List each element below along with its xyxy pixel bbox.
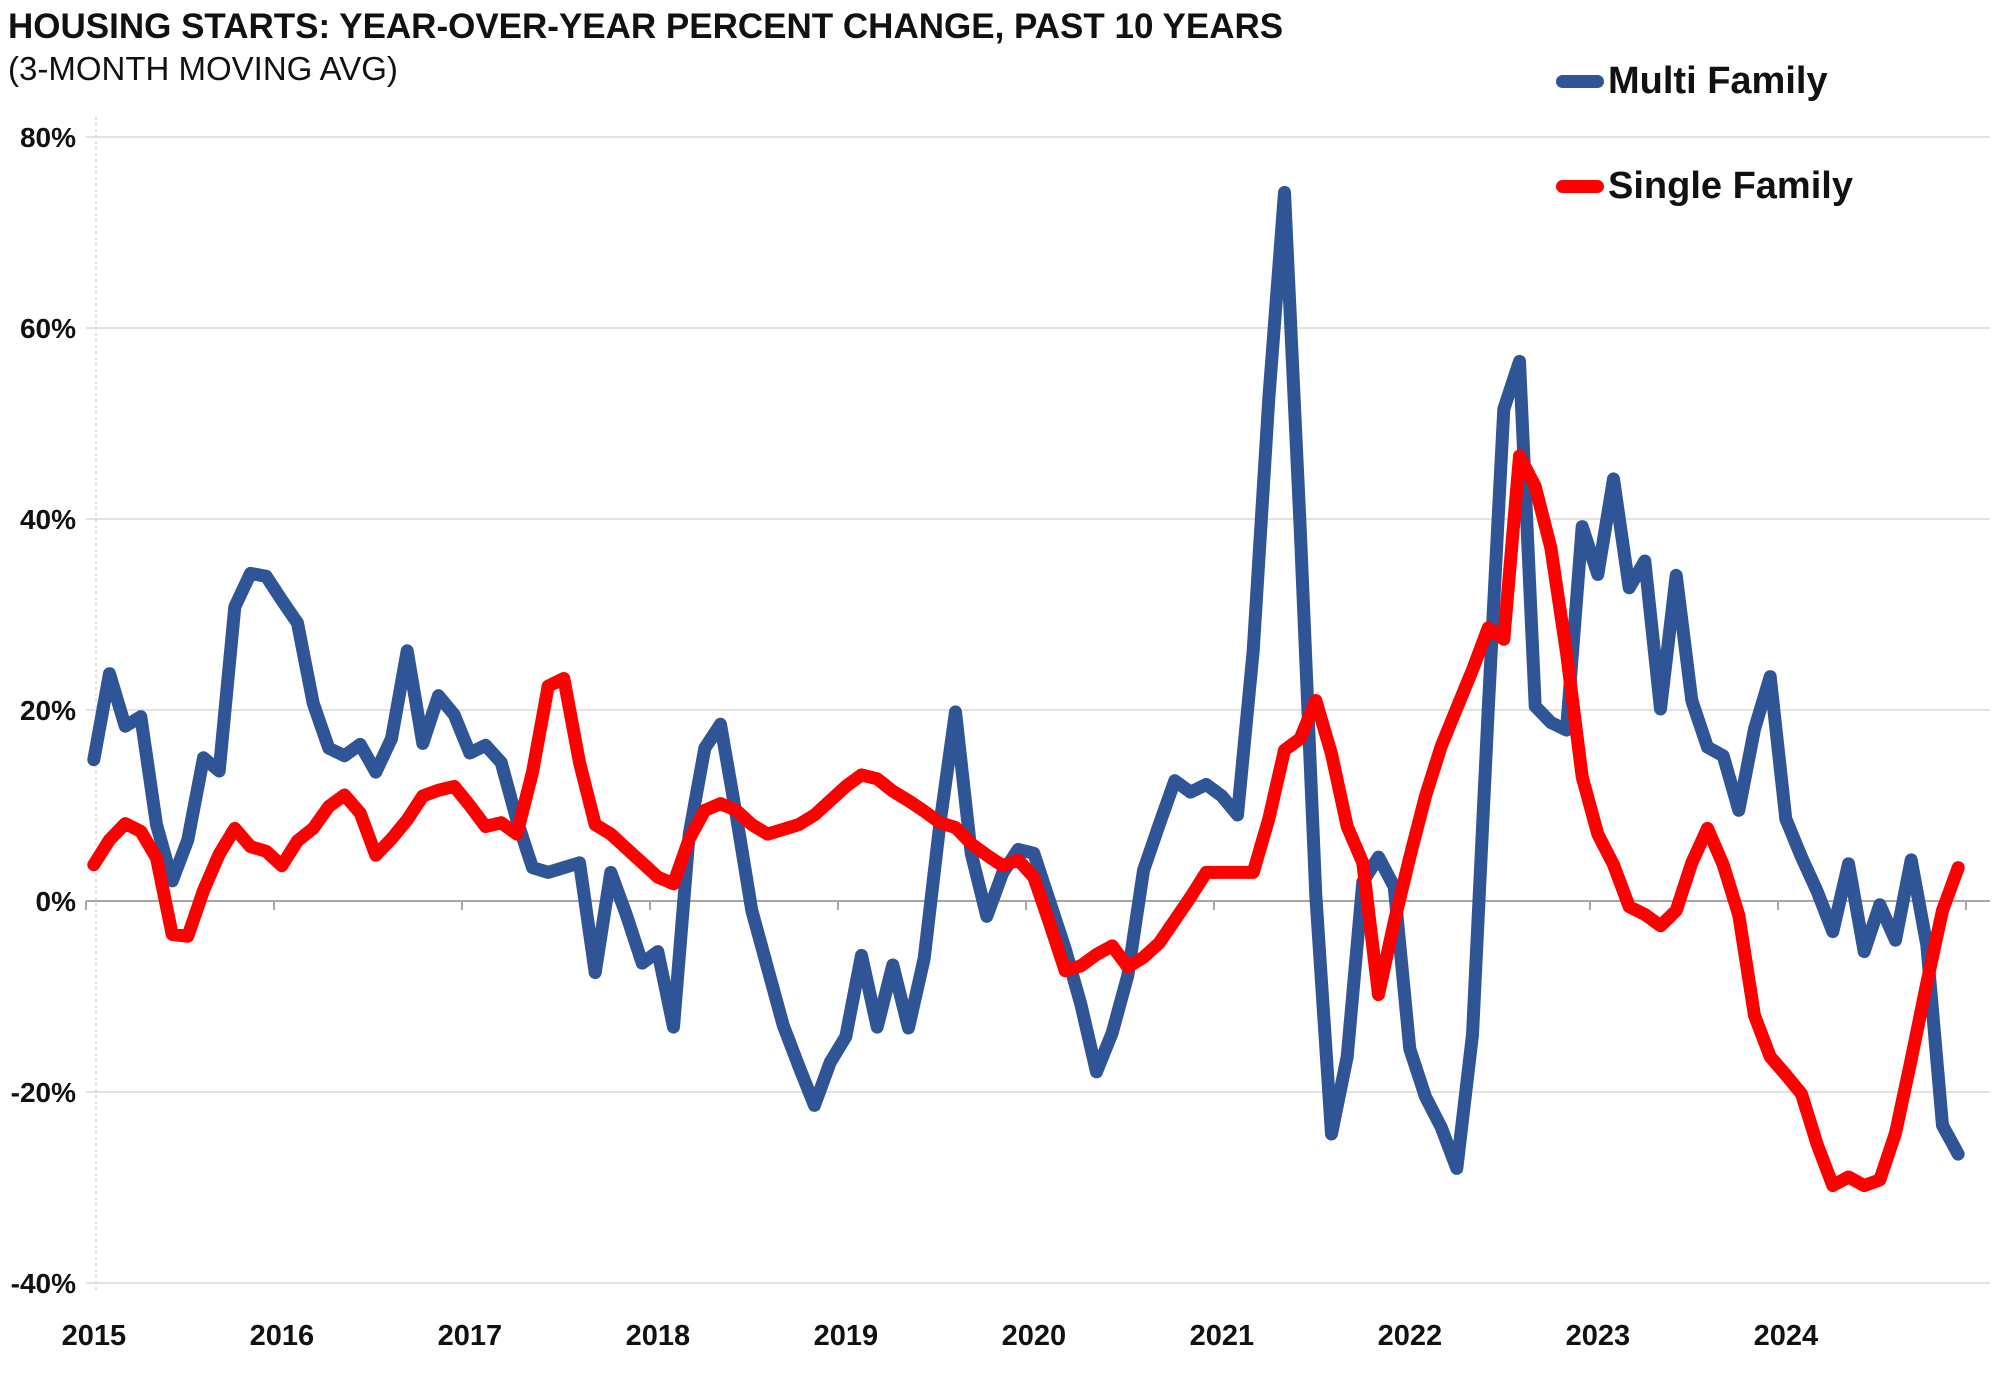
y-axis-tick-label: 20% bbox=[20, 695, 76, 726]
single-family-label: Single Family bbox=[1608, 165, 1853, 207]
x-axis-tick-label: 2019 bbox=[814, 1320, 879, 1352]
y-axis-tick-label: 60% bbox=[20, 313, 76, 344]
x-axis-tick-label: 2024 bbox=[1754, 1320, 1819, 1352]
legend: Multi Family Single Family bbox=[1556, 60, 1986, 270]
x-axis-tick-label: 2018 bbox=[626, 1320, 691, 1352]
y-axis-tick-label: 0% bbox=[36, 886, 77, 917]
x-axis-tick-label: 2015 bbox=[62, 1320, 127, 1352]
x-axis-tick-label: 2016 bbox=[250, 1320, 315, 1352]
single-family-swatch bbox=[1556, 180, 1604, 193]
x-axis-tick-label: 2021 bbox=[1190, 1320, 1255, 1352]
x-axis-tick-label: 2022 bbox=[1378, 1320, 1443, 1352]
legend-item-single-family: Single Family bbox=[1556, 165, 1986, 208]
multi-family-swatch bbox=[1556, 75, 1604, 88]
multi-family-line bbox=[87, 185, 1965, 1175]
single-family-line bbox=[87, 449, 1965, 1193]
y-axis-tick-label: -20% bbox=[11, 1077, 76, 1108]
series-lines bbox=[87, 185, 1965, 1193]
legend-item-multi-family: Multi Family bbox=[1556, 60, 1986, 103]
axis-labels: 80% 60% 40% 20% 0% -20% -40% 2015 2016 2017 2018 20… bbox=[11, 122, 1818, 1352]
chart-subtitle: (3-MONTH MOVING AVG) bbox=[8, 50, 398, 87]
y-axis-tick-label: 80% bbox=[20, 122, 76, 153]
x-axis-tick-label: 2020 bbox=[1002, 1320, 1067, 1352]
axes bbox=[85, 117, 1967, 1293]
chart-title: HOUSING STARTS: YEAR-OVER-YEAR PERCENT C… bbox=[8, 7, 1284, 46]
y-axis-tick-label: -40% bbox=[11, 1268, 76, 1299]
multi-family-label: Multi Family bbox=[1608, 60, 1828, 102]
gridlines bbox=[86, 136, 1990, 1284]
y-axis-tick-label: 40% bbox=[20, 504, 76, 535]
title-block: HOUSING STARTS: YEAR-OVER-YEAR PERCENT C… bbox=[8, 6, 1283, 89]
x-axis-tick-label: 2017 bbox=[438, 1320, 503, 1352]
x-axis-tick-label: 2023 bbox=[1566, 1320, 1631, 1352]
